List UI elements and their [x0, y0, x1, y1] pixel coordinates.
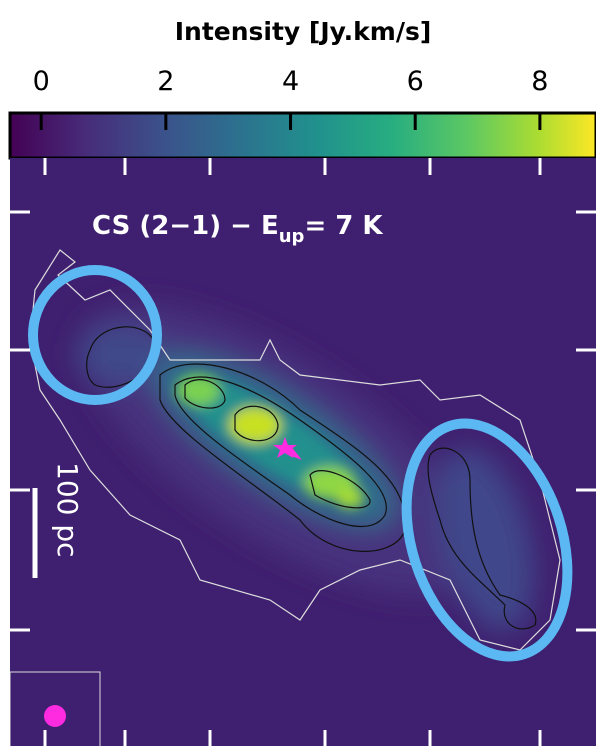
page: Intensity [Jy.km/s] 0 2 4 6 8: [0, 0, 596, 746]
beam: [44, 705, 66, 727]
colorbar-tick-label: 4: [282, 66, 299, 97]
scale-bar-label: 100 pc: [51, 462, 84, 558]
annotation-subscript: up: [279, 226, 305, 247]
colorbar-tick-label: 6: [407, 66, 424, 97]
annotation-text: CS (2−1) − E: [92, 211, 279, 241]
colorbar-label: Intensity [Jy.km/s]: [175, 17, 432, 46]
annotation-text: = 7 K: [304, 211, 383, 241]
colorbar-tick-label: 8: [531, 66, 548, 97]
map: CS (2−1) − Eup= 7 K 100 pc: [10, 158, 596, 746]
colorbar-tick-label: 2: [157, 66, 174, 97]
figure: Intensity [Jy.km/s] 0 2 4 6 8: [0, 0, 596, 746]
colorbar: [10, 113, 596, 158]
colorbar-tick-label: 0: [33, 66, 50, 97]
